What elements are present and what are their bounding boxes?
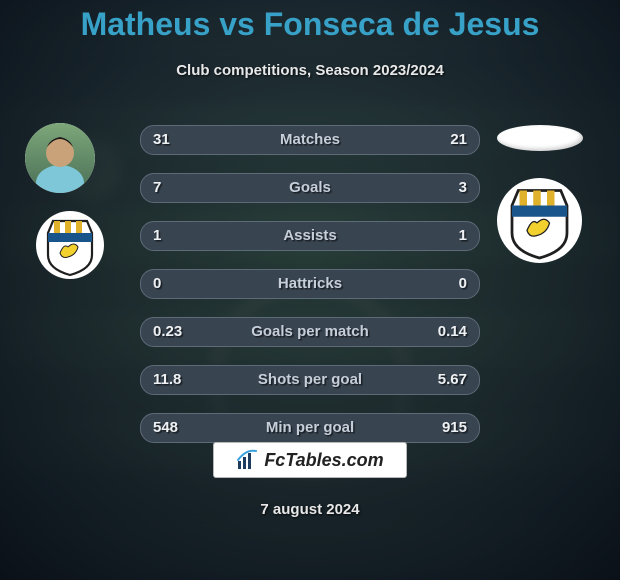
page-subtitle: Club competitions, Season 2023/2024 [0, 62, 620, 79]
stat-row: 0.23Goals per match0.14 [140, 317, 480, 347]
club-shield-icon [36, 211, 104, 279]
player1-photo [25, 123, 95, 193]
render-date: 7 august 2024 [0, 501, 620, 518]
stat-row: 548Min per goal915 [140, 413, 480, 443]
stat-label: Min per goal [141, 414, 479, 442]
stat-label: Shots per goal [141, 366, 479, 394]
stat-right-value: 21 [450, 126, 467, 154]
stats-table: 31Matches217Goals31Assists10Hattricks00.… [140, 125, 480, 461]
stat-right-value: 5.67 [438, 366, 467, 394]
stat-row: 11.8Shots per goal5.67 [140, 365, 480, 395]
page-title: Matheus vs Fonseca de Jesus [0, 4, 620, 44]
branding-text: FcTables.com [264, 450, 383, 471]
stat-row: 7Goals3 [140, 173, 480, 203]
player2-club-badge [497, 178, 582, 263]
stat-right-value: 0.14 [438, 318, 467, 346]
stat-row: 31Matches21 [140, 125, 480, 155]
stat-row: 1Assists1 [140, 221, 480, 251]
player-photo-placeholder-icon [25, 123, 95, 193]
stat-label: Goals per match [141, 318, 479, 346]
stat-right-value: 3 [459, 174, 467, 202]
branding-box[interactable]: FcTables.com [213, 442, 406, 478]
stat-right-value: 915 [442, 414, 467, 442]
stat-label: Hattricks [141, 270, 479, 298]
fctables-logo-icon [236, 449, 258, 471]
branding-box-wrap: FcTables.com [0, 442, 620, 478]
stat-right-value: 1 [459, 222, 467, 250]
stat-row: 0Hattricks0 [140, 269, 480, 299]
player1-club-badge [36, 211, 104, 279]
stat-right-value: 0 [459, 270, 467, 298]
comparison-card: Matheus vs Fonseca de Jesus Club competi… [0, 0, 620, 580]
player2-photo-placeholder [497, 125, 583, 151]
stat-label: Assists [141, 222, 479, 250]
club-shield-icon [497, 178, 582, 263]
stat-label: Goals [141, 174, 479, 202]
stat-label: Matches [141, 126, 479, 154]
